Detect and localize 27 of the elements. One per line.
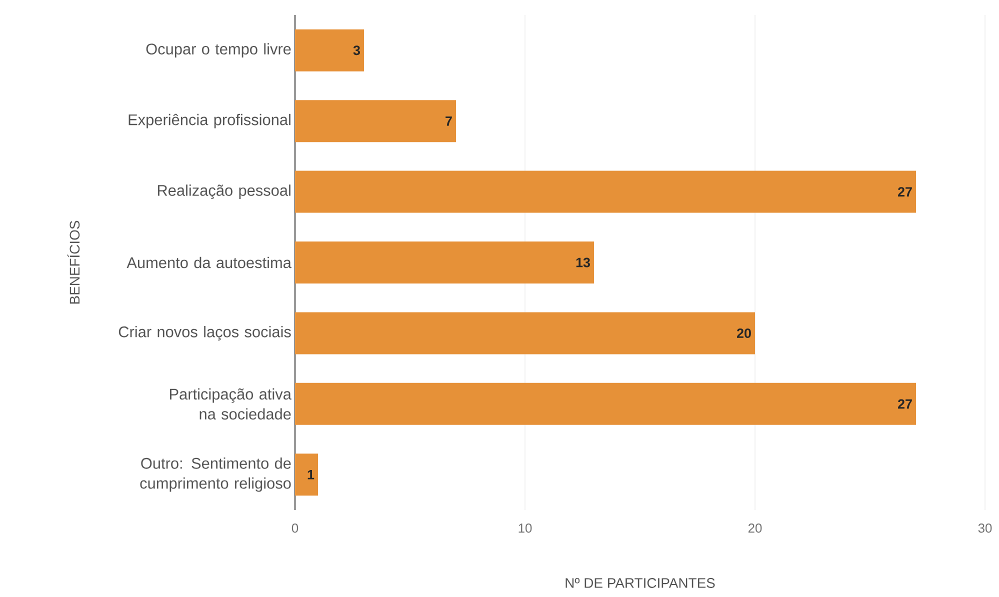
x-tick-label: 10	[518, 524, 532, 533]
y-tick-label: Ocupar o tempo livre	[146, 43, 291, 58]
data-label: 27	[898, 399, 912, 409]
bar	[295, 312, 756, 354]
y-tick-label: Aumento da autoestima	[126, 256, 292, 268]
data-label: 3	[353, 46, 360, 56]
y-axis-title: BENEFÍCIOS	[67, 220, 80, 304]
data-label: 20	[736, 328, 751, 338]
x-tick-label: 20	[748, 524, 762, 533]
y-tick-label: Participação ativa na sociedade	[170, 388, 292, 420]
bar	[295, 170, 916, 213]
y-tick-label: Criar novos laços sociais	[118, 326, 291, 340]
bar	[295, 100, 456, 142]
y-tick-label: Realização pessoal	[158, 184, 290, 200]
bar	[295, 382, 916, 425]
bar	[295, 454, 318, 496]
data-label: 13	[576, 258, 590, 268]
data-label: 27	[898, 187, 912, 196]
x-axis-title: Nº DE PARTICIPANTES	[566, 578, 715, 588]
y-tick-label: Outro: Sentimento de cumprimento religioso	[140, 457, 291, 492]
bar	[295, 29, 364, 72]
data-label: 7	[446, 116, 452, 126]
bar	[295, 242, 594, 284]
data-label: 1	[308, 470, 314, 480]
y-tick-label: Experiência profissional	[128, 114, 290, 128]
x-tick-label: 0	[292, 524, 298, 533]
x-tick-label: 30	[978, 524, 992, 533]
